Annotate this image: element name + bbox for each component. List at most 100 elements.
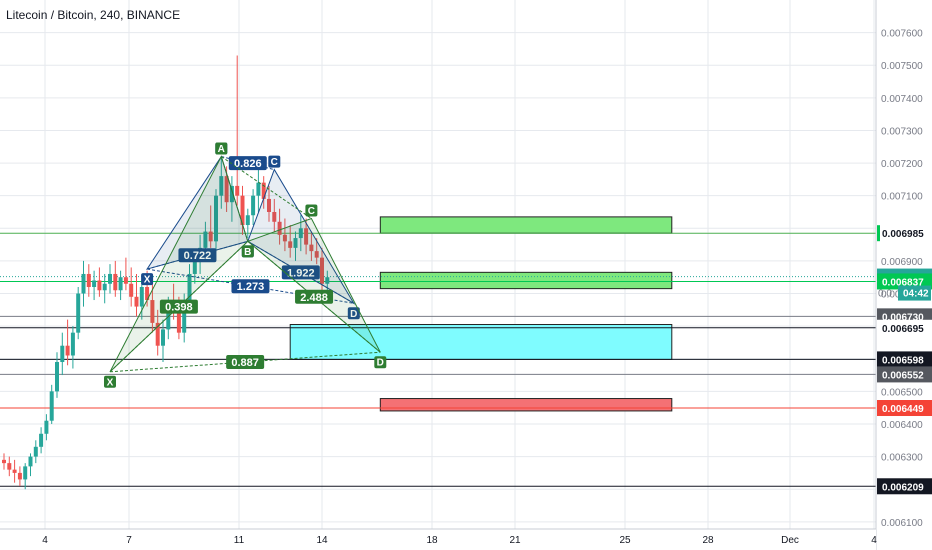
- candle-body-up[interactable]: [192, 257, 197, 274]
- candle-body-down[interactable]: [309, 244, 314, 252]
- candle-body-up[interactable]: [39, 433, 44, 447]
- candle-body-up[interactable]: [251, 195, 256, 216]
- y-axis-tick-label: 0.007400: [881, 94, 923, 105]
- price-level-tag[interactable]: [877, 225, 932, 242]
- candle-body-up[interactable]: [49, 391, 54, 421]
- candle-body-up[interactable]: [28, 456, 33, 467]
- harmonic-ratio-label: 0.826: [234, 158, 262, 170]
- price-level-label: 0.006449: [882, 404, 924, 415]
- candle-body-up[interactable]: [33, 446, 38, 457]
- candle-body-down[interactable]: [288, 241, 293, 248]
- x-axis-tick-label: 4: [42, 535, 48, 546]
- candle-body-up[interactable]: [60, 345, 65, 363]
- candle-body-down[interactable]: [277, 221, 282, 235]
- candle-body-down[interactable]: [2, 459, 6, 464]
- candle-body-up[interactable]: [256, 182, 261, 196]
- candle-body-up[interactable]: [325, 277, 330, 284]
- candle-body-up[interactable]: [187, 273, 192, 301]
- candle-body-up[interactable]: [161, 329, 165, 346]
- candle-body-up[interactable]: [219, 176, 224, 196]
- candle-body-down[interactable]: [17, 472, 22, 480]
- candle-body-up[interactable]: [55, 362, 59, 392]
- candle-body-up[interactable]: [23, 466, 28, 480]
- candle-body-up[interactable]: [203, 231, 208, 248]
- candle-body-down[interactable]: [261, 182, 266, 199]
- candle-body-down[interactable]: [7, 463, 12, 470]
- time-axis-panel[interactable]: [0, 529, 876, 550]
- candle-body-up[interactable]: [214, 195, 218, 242]
- candle-body-up[interactable]: [139, 287, 144, 307]
- harmonic-point-marker[interactable]: [268, 155, 281, 168]
- candle-body-down[interactable]: [97, 280, 102, 291]
- harmonic-point-marker[interactable]: [241, 245, 254, 258]
- candle-body-down[interactable]: [208, 231, 213, 242]
- harmonic-point-label: X: [144, 275, 151, 286]
- candle-body-down[interactable]: [155, 322, 160, 346]
- candle-body-down[interactable]: [150, 300, 155, 323]
- harmonic-pattern-ratio-line: [109, 240, 249, 373]
- harmonic-point-marker[interactable]: [104, 375, 116, 388]
- candle-body-down[interactable]: [272, 211, 277, 222]
- candle-body-down[interactable]: [267, 198, 271, 212]
- candle-body-down[interactable]: [224, 176, 229, 203]
- candle-body-down[interactable]: [134, 296, 139, 307]
- candle-body-up[interactable]: [118, 277, 123, 291]
- price-level-tag[interactable]: [877, 351, 932, 368]
- candle-body-up[interactable]: [70, 332, 75, 356]
- harmonic-point-marker[interactable]: [374, 356, 387, 369]
- harmonic-point-label: X: [107, 377, 114, 388]
- candle-body-up[interactable]: [44, 420, 49, 434]
- harmonic-ratio-badge: [159, 299, 198, 314]
- candle-body-down[interactable]: [129, 283, 134, 297]
- price-level-label: 0.006837: [882, 277, 924, 288]
- harmonic-point-marker[interactable]: [141, 273, 154, 286]
- candle-body-down[interactable]: [240, 195, 245, 226]
- candle-body-down[interactable]: [282, 234, 287, 242]
- candle-body-down[interactable]: [304, 228, 309, 245]
- harmonic-point-label: A: [218, 144, 225, 155]
- candle-body-up[interactable]: [76, 293, 81, 333]
- price-level-tag[interactable]: [877, 366, 932, 383]
- harmonic-point-label: D: [350, 309, 357, 320]
- candle-body-up[interactable]: [293, 238, 298, 248]
- zone-rectangle-red[interactable]: [379, 398, 673, 412]
- harmonic-ratio-badge: [228, 156, 267, 171]
- candle-body-up[interactable]: [102, 283, 107, 291]
- harmonic-ratio-label: 2.488: [300, 292, 328, 304]
- harmonic-point-marker[interactable]: [305, 204, 318, 217]
- price-level-label: 0.006598: [882, 355, 924, 366]
- candle-body-up[interactable]: [229, 185, 234, 203]
- candle-body-down[interactable]: [12, 469, 17, 473]
- candle-body-down[interactable]: [235, 185, 240, 196]
- zone-rectangle-green[interactable]: [379, 216, 673, 234]
- x-axis-tick-label: 18: [426, 535, 438, 546]
- candle-body-up[interactable]: [108, 273, 112, 284]
- harmonic-ratio-badge: [281, 265, 320, 280]
- candle-body-up[interactable]: [245, 215, 250, 226]
- y-axis-tick-label: 0.006400: [881, 420, 923, 431]
- harmonic-ratio-label: 0.398: [165, 302, 193, 314]
- candle-body-up[interactable]: [182, 300, 187, 333]
- zone-rectangle-cyan[interactable]: [289, 324, 673, 360]
- candle-body-down[interactable]: [86, 273, 91, 288]
- candle-body-up[interactable]: [92, 280, 97, 288]
- price-level-tag[interactable]: [877, 478, 932, 495]
- price-level-tag[interactable]: [877, 319, 932, 336]
- zone-rectangle-green[interactable]: [379, 271, 673, 290]
- harmonic-point-marker[interactable]: [215, 142, 228, 155]
- candle-body-down[interactable]: [314, 251, 319, 258]
- harmonic-point-marker[interactable]: [347, 307, 360, 320]
- candle-body-down[interactable]: [176, 309, 181, 333]
- price-level-tag[interactable]: [877, 400, 932, 417]
- candle-body-down[interactable]: [145, 287, 150, 301]
- candle-body-down[interactable]: [123, 277, 128, 284]
- candle-body-down[interactable]: [65, 345, 70, 356]
- y-axis-tick-label: 0.007600: [881, 29, 923, 40]
- x-axis-tick-label: 4: [871, 535, 877, 546]
- candle-body-down[interactable]: [320, 257, 324, 284]
- candle-body-up[interactable]: [81, 273, 86, 294]
- candle-body-down[interactable]: [113, 273, 118, 291]
- price-level-tag[interactable]: [877, 273, 932, 290]
- candle-body-up[interactable]: [298, 228, 303, 239]
